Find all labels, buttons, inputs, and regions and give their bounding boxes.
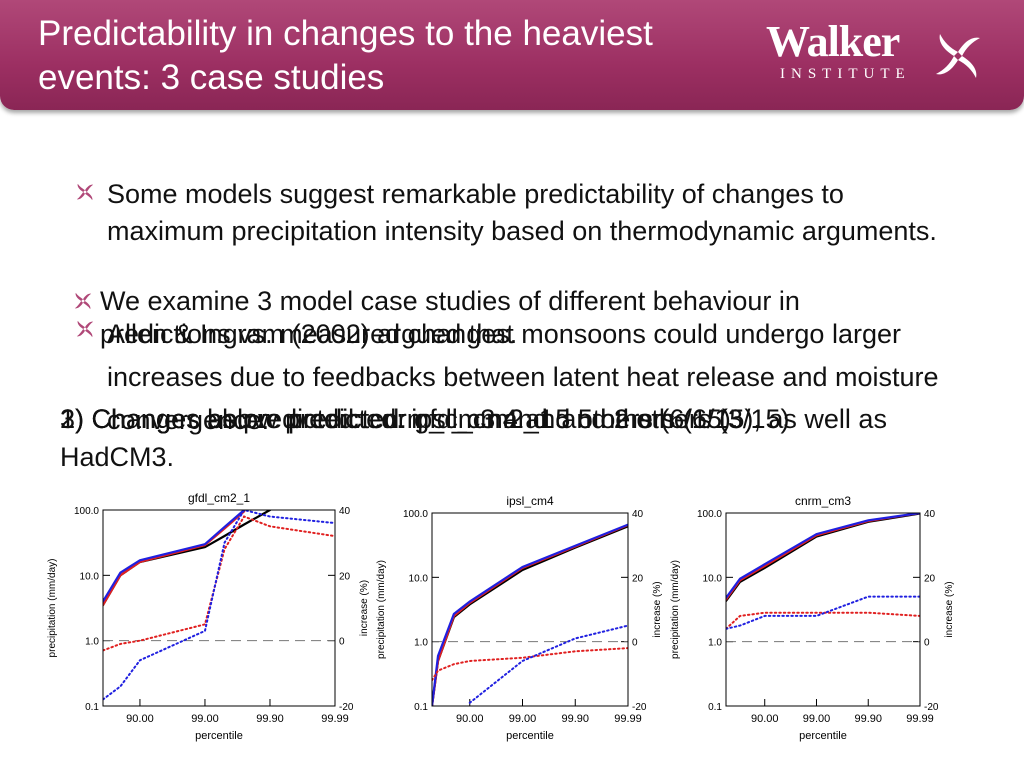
line: [432, 523, 628, 706]
dotted-line: [468, 624, 628, 704]
line: [432, 525, 628, 706]
chart-title: gfdl_cm2_1: [188, 491, 250, 505]
dotted-line: [726, 595, 920, 630]
dotted-line: [103, 510, 335, 701]
x-tick-label: 90.00: [126, 713, 154, 725]
logo-word: Walker: [766, 17, 900, 66]
y-tick-label: 100.0: [697, 509, 722, 520]
line: [103, 510, 246, 607]
dotted-line: [103, 515, 335, 652]
y2-tick-label: 0: [632, 638, 638, 649]
y2-tick-label: 0: [339, 637, 345, 648]
line: [726, 513, 920, 601]
y-tick-label: 1.0: [708, 638, 722, 649]
y2-tick-label: 40: [632, 509, 644, 520]
x-tick-label: 99.99: [906, 713, 934, 725]
numbered-item: 3) Changes as predicted: cnrm_cm3 and 5 …: [60, 404, 739, 434]
y2-tick-label: 0: [924, 638, 930, 649]
y2-tick-label: 40: [924, 509, 936, 520]
bullet-icon: [76, 320, 94, 338]
x-tick-label: 99.90: [561, 713, 589, 725]
bullet-icon: [74, 292, 92, 310]
x-tick-label: 99.00: [191, 713, 219, 725]
y-tick-label: 100.0: [403, 509, 428, 520]
chart: gfdl_cm2_1 percentile precipitation (mm/da…: [47, 491, 370, 742]
dotted-line: [726, 611, 920, 630]
plot-area: [103, 510, 335, 701]
plot-area: [726, 513, 920, 630]
logo: Walker INSTITUTE: [766, 20, 911, 83]
y2-tick-label: -20: [339, 702, 354, 713]
x-axis-label: percentile: [799, 730, 847, 742]
y-tick-label: 0.1: [414, 702, 428, 713]
chart-title: cnrm_cm3: [795, 494, 851, 508]
y-tick-label: 10.0: [409, 573, 429, 584]
y-axis-label: precipitation (mm/day): [47, 559, 58, 658]
x-tick-label: 90.00: [456, 713, 484, 725]
chart: cnrm_cm3 percentile precipitation (mm/day)…: [670, 494, 955, 742]
y-tick-label: 0.1: [708, 702, 722, 713]
x-axis-label: percentile: [195, 730, 243, 742]
y-axis-label: precipitation (mm/day): [670, 560, 681, 659]
line: [103, 510, 272, 607]
y-tick-label: 10.0: [80, 571, 100, 582]
chart-title: ipsl_cm4: [506, 494, 554, 508]
y-tick-label: 10.0: [703, 573, 723, 584]
line: [726, 513, 920, 599]
y2-tick-label: -20: [924, 702, 939, 713]
x-tick-label: 90.00: [751, 713, 779, 725]
bullet-text: Allen & Ingram (2002) argued that monsoo…: [107, 319, 939, 435]
y2-axis-label: increase (%): [944, 581, 955, 637]
logo-pinwheel: [936, 34, 980, 78]
logo-sub: INSTITUTE: [780, 66, 911, 82]
y-axis-label: precipitation (mm/day): [376, 560, 387, 659]
x-tick-label: 99.90: [256, 713, 284, 725]
y2-axis-label: increase (%): [359, 580, 370, 636]
bullet-text: We examine 3 model case studies of diffe…: [100, 286, 800, 349]
x-tick-label: 99.00: [509, 713, 537, 725]
x-tick-label: 99.00: [803, 713, 831, 725]
line: [726, 513, 920, 603]
x-tick-label: 99.99: [321, 713, 349, 725]
bullet-text: Some models suggest remarkable predictab…: [107, 179, 937, 246]
plot-frame: [725, 512, 921, 707]
y-tick-label: 100.0: [74, 506, 99, 517]
y2-tick-label: 20: [632, 573, 644, 584]
slide-title: Predictability in changes to the heavies…: [38, 14, 653, 97]
x-tick-label: 99.99: [614, 713, 642, 725]
chart: ipsl_cm4 percentile precipitation (mm/day)…: [376, 494, 663, 742]
y-tick-label: 1.0: [414, 638, 428, 649]
y2-tick-label: 20: [924, 573, 936, 584]
plot-area: [432, 523, 628, 706]
y2-tick-label: 20: [339, 571, 351, 582]
bullet-icon: [76, 183, 94, 201]
dotted-line: [432, 647, 628, 682]
numbered-item: 1) Changes above predicted: gfdl_cm2_1 a…: [60, 404, 790, 434]
line: [103, 510, 246, 603]
x-axis-label: percentile: [506, 730, 554, 742]
x-tick-label: 99.90: [854, 713, 882, 725]
y2-axis-label: increase (%): [652, 581, 663, 637]
y2-tick-label: -20: [632, 702, 647, 713]
numbered-item: 2) Changes below predicted: ipsl_cm4 and…: [60, 404, 887, 472]
plot-frame: [431, 512, 629, 707]
line: [432, 523, 628, 706]
y2-tick-label: 40: [339, 506, 351, 517]
y-tick-label: 0.1: [85, 702, 99, 713]
header-bar: Predictability in changes to the heavies…: [0, 0, 1024, 110]
y-tick-label: 1.0: [85, 637, 99, 648]
plot-frame: [102, 509, 336, 707]
